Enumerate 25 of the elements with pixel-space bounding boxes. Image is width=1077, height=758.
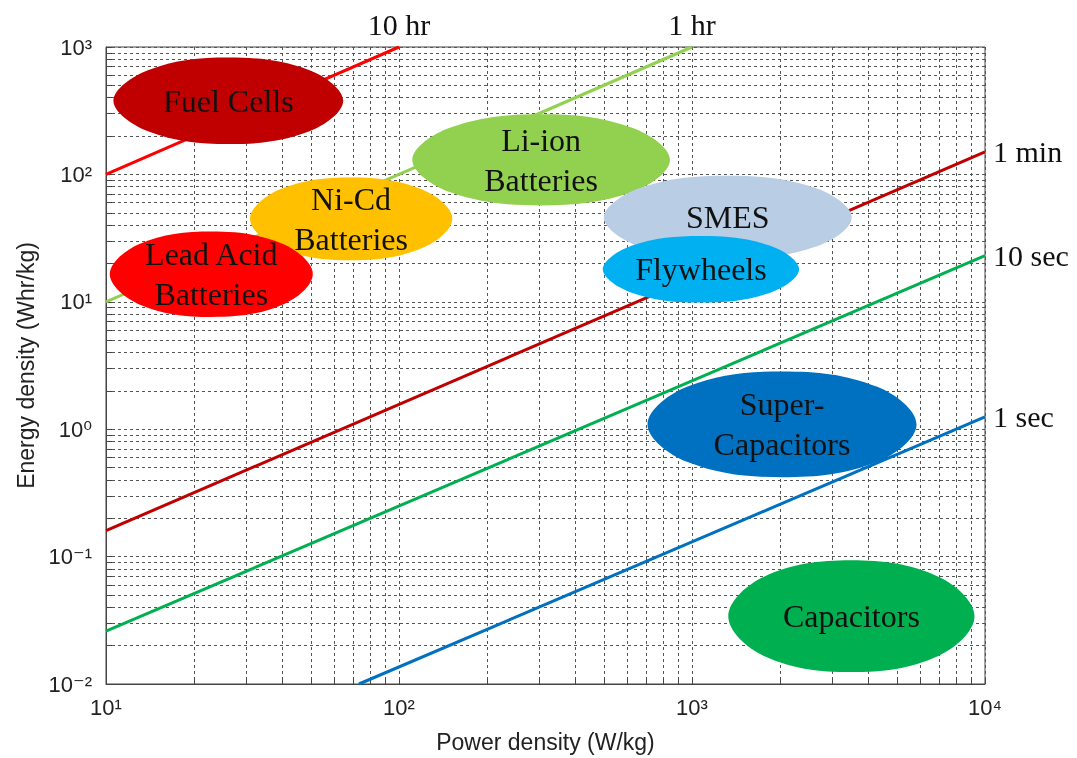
x-tick-label: 10² [383,694,415,720]
annotation: Lead Acid Batteries [145,236,278,313]
series-label: 1 sec [993,400,1054,434]
x-tick-label: 10³ [676,694,708,720]
y-tick-label: 10⁻² [48,671,92,697]
annotation: Flywheels [635,251,767,288]
x-tick-label: 10⁴ [968,694,1002,720]
x-axis-title: Power density (W/kg) [436,728,655,755]
series-label: 1 hr [668,7,716,41]
y-tick-label: 10¹ [60,289,92,315]
series-label: 10 hr [367,7,431,41]
series-label: 1 min [993,135,1063,169]
y-tick-label: 10⁻¹ [48,544,92,570]
y-tick-label: 10³ [60,34,92,60]
series-label: 10 sec [993,239,1069,273]
annotation: Li-ion Batteries [484,121,598,198]
y-axis-title: Energy density (Whr/kg) [13,242,40,489]
y-tick-label: 10⁰ [58,416,93,442]
y-tick-label: 10² [60,161,92,187]
annotation: SMES [685,199,770,236]
annotation: Fuel Cells [162,82,294,119]
annotation: Super- Capacitors [713,386,851,463]
annotation: Ni-Cd Batteries [294,180,408,257]
annotation: Capacitors [782,598,920,635]
x-tick-label: 10¹ [90,694,122,720]
